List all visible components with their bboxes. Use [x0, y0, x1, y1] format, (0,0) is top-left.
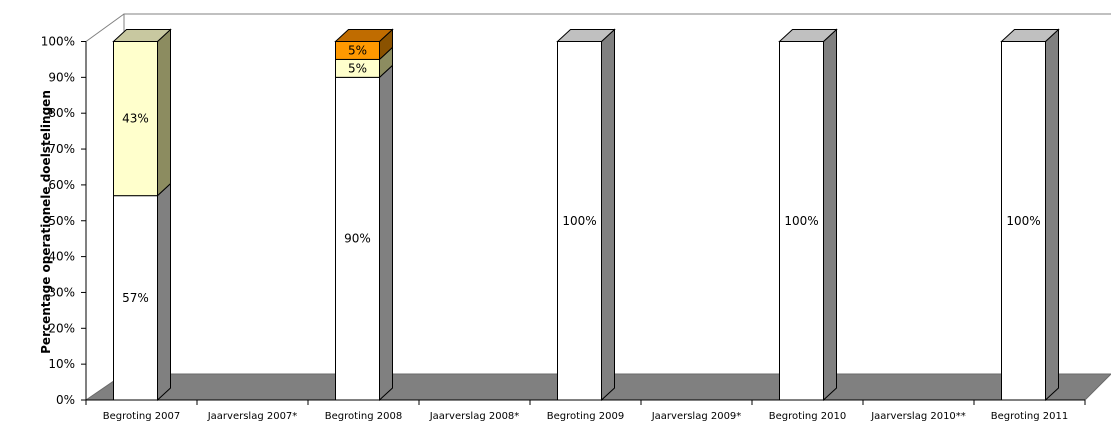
bar-segment [1001, 41, 1046, 401]
bar-top [334, 29, 394, 42]
left-wall-edge [85, 13, 125, 42]
y-axis-label: Percentage operationele doelstelingen [39, 90, 53, 354]
y-tick-label: 40% [48, 250, 75, 264]
bar-segment [335, 76, 380, 401]
x-category-label: Begroting 2008 [325, 411, 402, 422]
y-tick-label: 70% [48, 142, 75, 156]
y-axis: 0% 10% 20% 30% 40% 50% 60% 70% 80% 90% 100% [41, 35, 87, 407]
data-label: 43% [122, 112, 149, 126]
y-tick-label: 10% [48, 357, 75, 371]
data-label: 5% [348, 43, 367, 57]
bar-side [601, 28, 615, 402]
x-category-label: Begroting 2010 [769, 411, 846, 422]
data-label: 90% [344, 232, 371, 246]
y-tick-label: 20% [48, 321, 75, 335]
back-wall [123, 13, 1111, 374]
bars: 57% 43% 90% 5% 5% 100% 100% 100% [112, 28, 1060, 402]
data-label: 100% [1006, 214, 1040, 228]
x-axis: Begroting 2007 Jaarverslag 2007* Begroting… [85, 399, 1086, 422]
bar-segment [779, 41, 824, 401]
data-label: 57% [122, 291, 149, 305]
y-tick-label: 80% [48, 106, 75, 120]
bar-top [1000, 29, 1060, 42]
bar-top [112, 29, 172, 42]
data-label: 100% [784, 214, 818, 228]
bar-side [379, 64, 393, 402]
bar-segment [113, 41, 158, 197]
bar-side [1045, 28, 1059, 402]
bar-top [556, 29, 616, 42]
y-tick-label: 60% [48, 178, 75, 192]
bar-side [823, 28, 837, 402]
x-category-label: Begroting 2007 [103, 411, 180, 422]
x-category-label: Jaarverslag 2009* [651, 411, 742, 422]
bar-top [778, 29, 838, 42]
y-tick-label: 0% [56, 393, 75, 407]
y-tick-label: 50% [48, 214, 75, 228]
data-label: 100% [562, 214, 596, 228]
bar-segment [557, 41, 602, 401]
bar-side [157, 28, 171, 197]
y-tick-label: 100% [41, 35, 75, 49]
x-category-label: Jaarverslag 2008* [429, 411, 520, 422]
x-category-label: Jaarverslag 2010** [870, 411, 966, 422]
y-tick-label: 90% [48, 70, 75, 84]
bar-side [157, 182, 171, 402]
x-category-label: Begroting 2011 [991, 411, 1068, 422]
y-tick-label: 30% [48, 285, 75, 299]
x-category-label: Begroting 2009 [547, 411, 624, 422]
x-category-label: Jaarverslag 2007* [207, 411, 298, 422]
data-label: 5% [348, 61, 367, 75]
